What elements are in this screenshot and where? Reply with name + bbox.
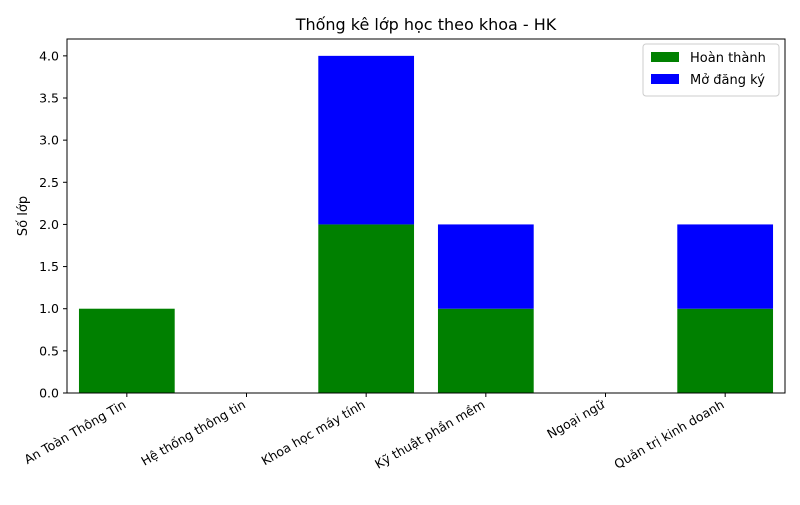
y-tick-label: 1.0	[39, 301, 59, 316]
y-axis-label: Số lớp	[16, 196, 31, 236]
legend-label-1: Hoàn thành	[690, 51, 766, 66]
bar-2-3	[318, 55, 415, 225]
y-tick-label: 3.5	[39, 91, 59, 106]
y-tick-label: 3.0	[39, 133, 59, 148]
legend-label-2: Mở đăng ký	[690, 73, 765, 88]
legend: Hoàn thành Mở đăng ký	[642, 43, 780, 97]
bar-1-6	[677, 308, 774, 393]
y-tick-label: 0.5	[39, 343, 59, 358]
y-tick-label: 2.5	[39, 175, 59, 190]
legend-swatch-1	[651, 52, 679, 62]
bar-1-3	[318, 224, 415, 393]
y-tick-label: 2.0	[39, 217, 59, 232]
bar-1-4	[437, 308, 534, 393]
y-tick-label: 1.5	[39, 259, 59, 274]
bars-layer	[78, 55, 774, 393]
y-tick-label: 0.0	[39, 386, 59, 401]
legend-swatch-2	[651, 74, 679, 84]
bar-2-4	[437, 224, 534, 309]
plot-frame	[66, 38, 786, 394]
chart-title: Thống kê lớp học theo khoa - HK	[295, 15, 557, 34]
y-tick-label: 4.0	[39, 48, 59, 63]
bar-2-6	[677, 224, 774, 309]
bar-1-1	[78, 308, 175, 393]
